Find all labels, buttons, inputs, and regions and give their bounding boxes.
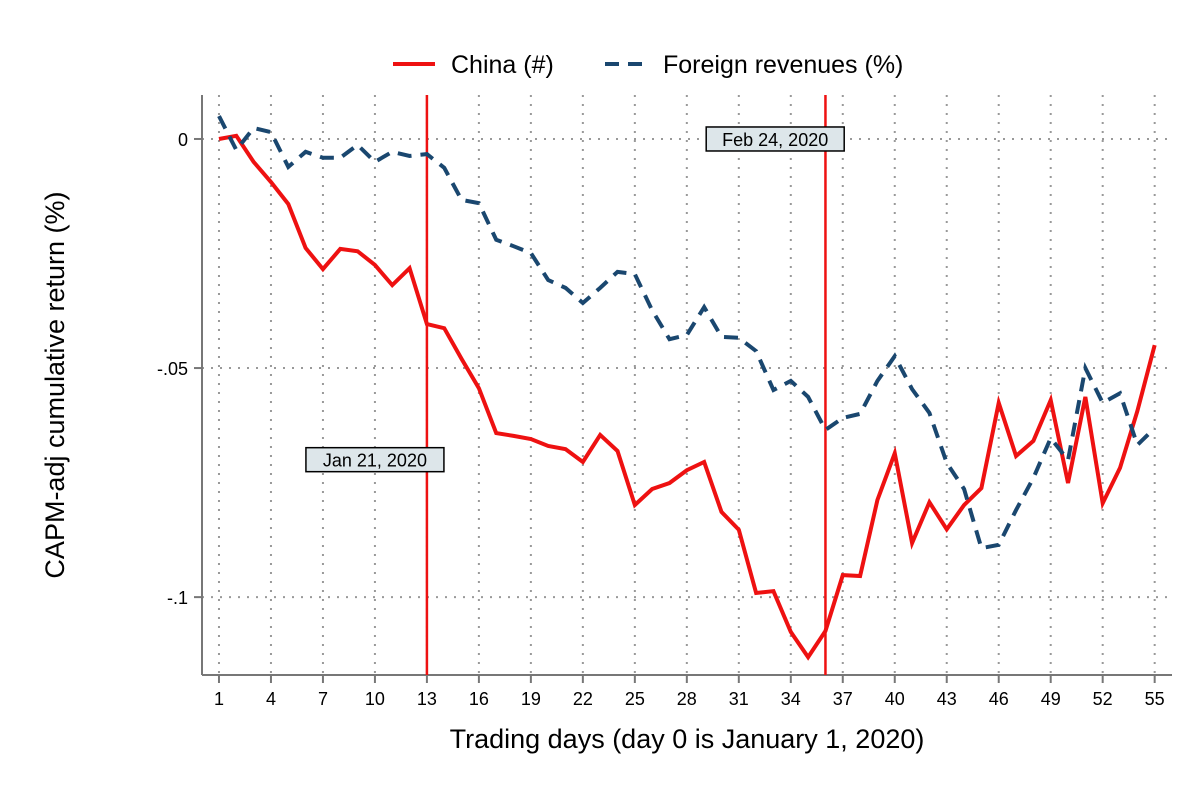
x-tick-label: 37: [833, 689, 853, 709]
x-tick-label: 7: [318, 689, 328, 709]
axes: 1 4 7 10 13 16 19 22 25 28 31 34 37 40 43 46 49 52 55 0 -.05…: [157, 95, 1172, 709]
x-tick-label: 10: [365, 689, 385, 709]
legend-label: Foreign revenues (%): [663, 51, 903, 79]
x-tick-label: 49: [1041, 689, 1061, 709]
annotation-box: [705, 126, 845, 152]
x-tick-label: 25: [625, 689, 645, 709]
y-tick-label: 0: [178, 130, 188, 150]
x-tick-label: 52: [1093, 689, 1113, 709]
y-axis-label: CAPM-adj cumulative return (%): [40, 191, 70, 578]
x-tick-label: 43: [937, 689, 957, 709]
y-tick-label: -.1: [167, 588, 188, 608]
x-tick-label: 22: [573, 689, 593, 709]
annotations: Jan 21, 2020 Feb 24, 2020: [305, 126, 845, 473]
annotation-label: Jan 21, 2020: [323, 451, 427, 471]
legend: China (#) Foreign revenues (%): [393, 51, 903, 79]
x-tick-label: 4: [266, 689, 276, 709]
y-tick-label: -.05: [157, 359, 188, 379]
series-lines: [217, 115, 1157, 661]
annotation-label: Feb 24, 2020: [722, 130, 828, 150]
legend-label: China (#): [451, 51, 554, 79]
x-tick-label: 46: [989, 689, 1009, 709]
x-axis-label: Trading days (day 0 is January 1, 2020): [450, 724, 925, 754]
x-tick-label: 55: [1145, 689, 1165, 709]
x-tick-label: 40: [885, 689, 905, 709]
x-tick-label: 1: [214, 689, 224, 709]
event-lines: [425, 95, 827, 675]
x-tick-label: 31: [729, 689, 749, 709]
x-tick-label: 28: [677, 689, 697, 709]
grid: [202, 95, 1172, 675]
x-tick-label: 13: [417, 689, 437, 709]
annotation-box: [305, 446, 445, 473]
x-tick-label: 19: [521, 689, 541, 709]
series-line-foreign-revenues: [217, 115, 1157, 551]
series-line-china: [218, 133, 1157, 661]
x-tick-label: 34: [781, 689, 801, 709]
x-tick-label: 16: [469, 689, 489, 709]
